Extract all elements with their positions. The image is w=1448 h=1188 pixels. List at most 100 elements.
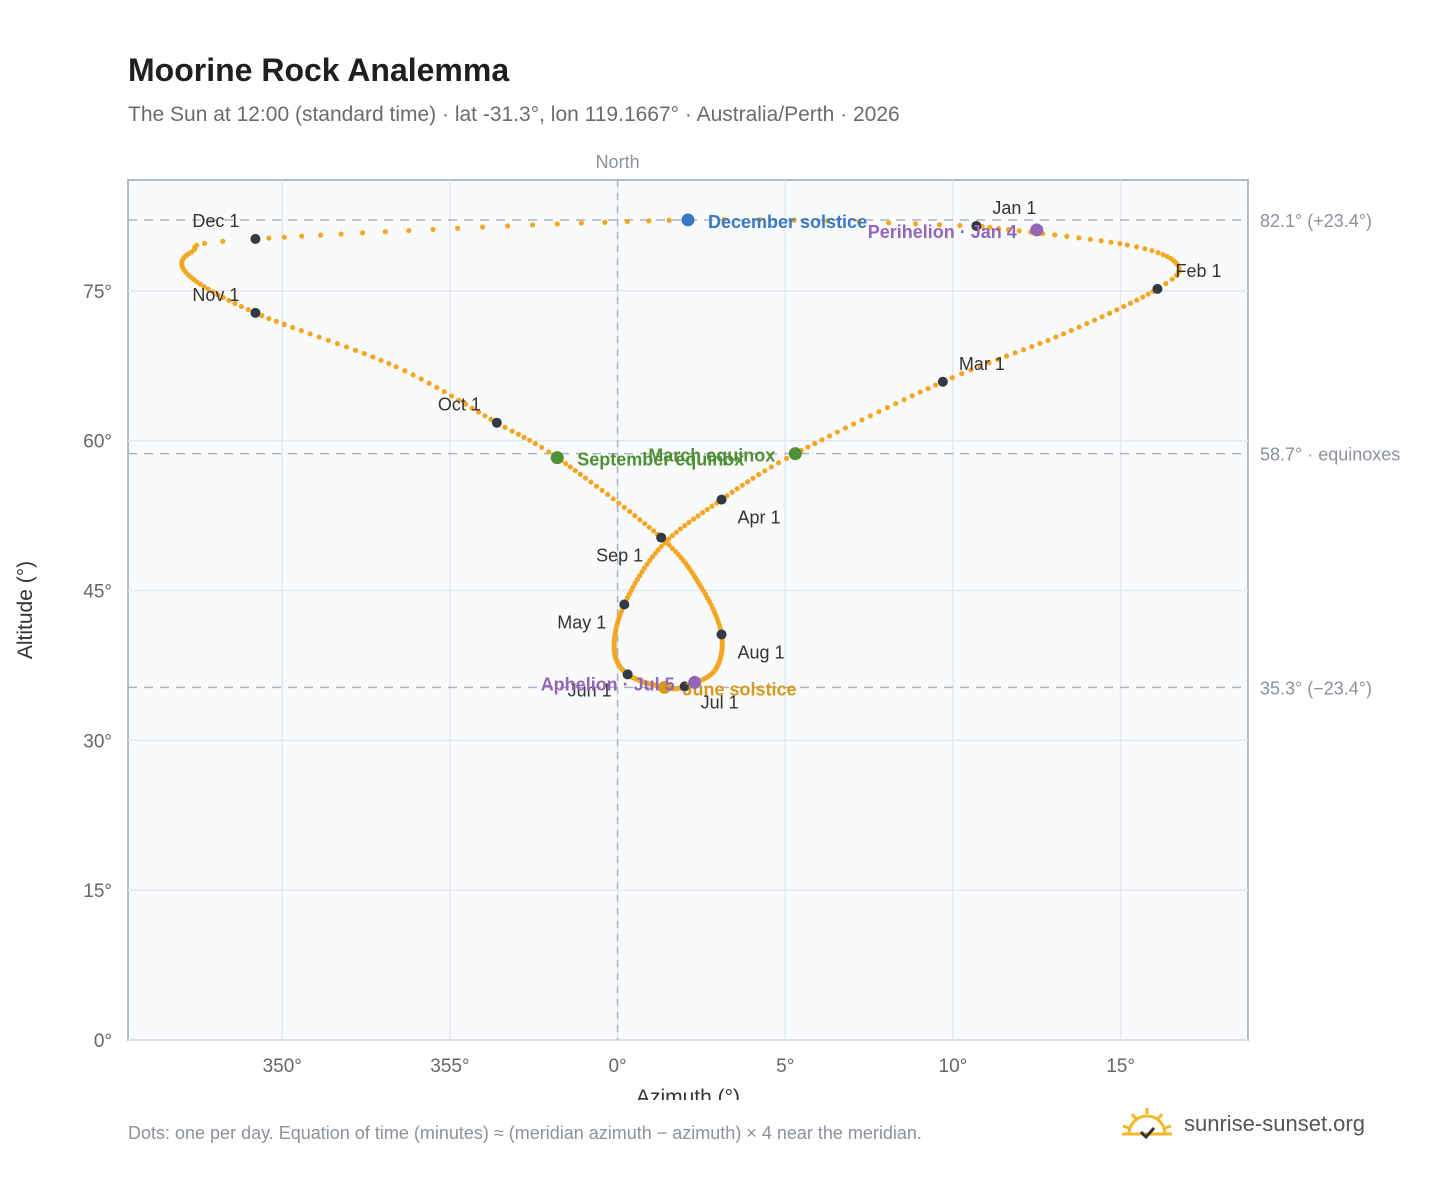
- daily-dot: [378, 357, 384, 363]
- daily-dot: [546, 449, 552, 455]
- daily-dot: [666, 542, 672, 548]
- daily-dot: [1016, 228, 1022, 234]
- daily-dot: [215, 292, 221, 298]
- daily-dot: [352, 347, 359, 353]
- daily-dot: [572, 467, 578, 474]
- daily-dot: [658, 543, 664, 550]
- daily-dot: [768, 464, 774, 470]
- daily-dot: [482, 413, 488, 419]
- daily-dot: [1134, 297, 1140, 303]
- daily-dot: [554, 221, 560, 227]
- month-marker: [937, 376, 948, 387]
- daily-dot: [646, 218, 652, 224]
- daily-dot: [599, 487, 605, 493]
- event-label: September equinox: [577, 450, 744, 470]
- daily-dot: [936, 222, 943, 228]
- month-marker-label: Oct 1: [438, 395, 481, 415]
- daily-dot: [690, 516, 697, 522]
- daily-dot: [775, 460, 782, 466]
- daily-dot: [695, 513, 701, 519]
- daily-dot: [578, 220, 584, 226]
- daily-dot: [1076, 235, 1082, 241]
- grid-layer: [128, 180, 1248, 1041]
- daily-dot: [593, 483, 600, 489]
- daily-dot: [205, 286, 211, 292]
- daily-dot: [682, 523, 688, 529]
- daily-dot: [673, 529, 679, 535]
- daily-dot: [370, 354, 376, 360]
- daily-dot: [1127, 300, 1134, 306]
- daily-dot: [577, 471, 583, 477]
- daily-dot: [756, 472, 762, 478]
- daily-dot: [1108, 239, 1114, 245]
- reference-line-label: 35.3° (−23.4°): [1260, 678, 1372, 698]
- month-marker: [679, 681, 690, 692]
- daily-dot: [959, 371, 965, 377]
- daily-dot: [1099, 314, 1105, 320]
- daily-dot: [588, 479, 594, 485]
- month-marker: [250, 307, 261, 318]
- daily-dot: [418, 376, 424, 382]
- daily-dot: [1087, 236, 1093, 242]
- daily-dot: [1052, 232, 1058, 238]
- event-marker: [1030, 223, 1044, 237]
- daily-dot: [505, 223, 511, 229]
- daily-dot: [281, 234, 287, 240]
- brand[interactable]: sunrise-sunset.org: [1120, 1102, 1365, 1146]
- daily-dot: [529, 222, 536, 228]
- daily-dot: [655, 547, 661, 553]
- daily-dot: [986, 360, 992, 366]
- daily-dot: [259, 312, 265, 319]
- daily-dot: [1053, 334, 1059, 340]
- daily-dot: [434, 384, 440, 391]
- y-axis-title: Altitude (°): [14, 561, 37, 659]
- daily-dot: [1121, 303, 1127, 310]
- daily-dot: [649, 554, 656, 560]
- daily-dot: [739, 482, 745, 488]
- daily-dot: [406, 227, 412, 234]
- y-tick-label: 15°: [83, 881, 112, 902]
- daily-dot: [624, 218, 630, 225]
- daily-dot: [886, 220, 892, 226]
- y-tick-label: 45°: [83, 582, 112, 603]
- daily-dot: [298, 328, 304, 334]
- daily-dot: [917, 389, 923, 395]
- daily-dot: [220, 294, 226, 301]
- daily-dot: [1012, 350, 1018, 356]
- month-marker-label: May 1: [557, 613, 606, 633]
- daily-dot: [824, 218, 831, 224]
- daily-dot: [627, 508, 633, 515]
- analemma-chart: Jan 1 Feb 1 Mar 1 Apr 1 May 1 Jun 1 Jul 1 Aug 1…: [14, 152, 1400, 1100]
- month-marker-label: Sep 1: [596, 546, 643, 566]
- daily-dot: [318, 232, 324, 238]
- daily-dot: [245, 307, 251, 313]
- daily-dot: [426, 380, 432, 386]
- month-marker-label: Nov 1: [192, 285, 239, 305]
- daily-dot: [1124, 242, 1130, 248]
- month-markers: Jan 1 Feb 1 Mar 1 Apr 1 May 1 Jun 1 Jul 1 Aug 1…: [192, 198, 1221, 712]
- chart-title: Moorine Rock Analemma: [128, 52, 510, 88]
- daily-dot: [652, 550, 658, 556]
- x-tick-label: 15°: [1106, 1056, 1135, 1077]
- daily-dot: [532, 440, 538, 447]
- daily-dot: [639, 569, 645, 575]
- daily-dot: [238, 303, 244, 310]
- daily-dot: [1173, 272, 1180, 278]
- x-tick-label: 10°: [939, 1056, 968, 1077]
- daily-dot: [386, 360, 392, 367]
- daily-dot: [876, 409, 882, 415]
- month-marker: [716, 494, 727, 505]
- daily-dot: [462, 401, 469, 407]
- daily-dot: [210, 289, 216, 295]
- x-tick-label: 355°: [430, 1056, 469, 1077]
- daily-dot: [791, 217, 797, 223]
- daily-dot: [637, 517, 643, 523]
- event-marker: [688, 675, 702, 689]
- daily-dot: [812, 440, 818, 447]
- daily-dot: [1140, 294, 1146, 300]
- daily-dot: [1160, 252, 1166, 258]
- daily-dot: [539, 444, 545, 450]
- daily-dot: [634, 576, 640, 583]
- daily-dot: [393, 364, 399, 370]
- daily-dot: [338, 231, 344, 237]
